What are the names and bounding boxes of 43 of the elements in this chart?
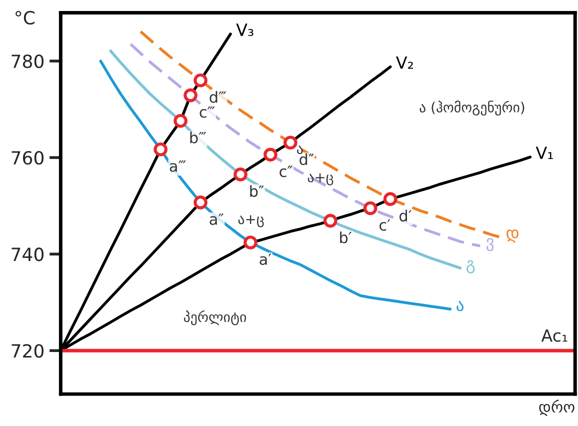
point [383, 192, 398, 206]
data-label: a′ [260, 254, 272, 265]
point [194, 196, 208, 210]
data-label: d′ [399, 210, 412, 222]
y-tick-label: 740 [12, 248, 44, 262]
annotation: ა [297, 146, 303, 154]
point [264, 148, 278, 162]
data-label: d″ [300, 153, 314, 166]
point [194, 73, 208, 88]
series-label: V₂ [396, 56, 413, 69]
point [323, 214, 338, 228]
data-label: a″ [210, 214, 224, 225]
annotation: ა+ც [308, 173, 334, 186]
y-tick-label: 760 [12, 151, 44, 165]
point [154, 142, 168, 156]
series-label: V₁ [536, 146, 553, 159]
data-label: b″ [250, 185, 264, 197]
series-label: გ [466, 260, 475, 274]
data-label: c′ [380, 219, 390, 231]
y-tick-label: 720 [12, 344, 44, 358]
point [284, 136, 298, 150]
series-label: ვ [486, 238, 494, 252]
data-label: c″ [280, 166, 293, 178]
annotation: ა (ჰომოგენური) [420, 100, 524, 116]
ref-line-label: Ac₁ [541, 329, 568, 342]
annotation: ა+ც [238, 215, 264, 228]
x-axis-title: დრო [539, 400, 574, 416]
point [244, 236, 258, 250]
point [184, 88, 198, 102]
data-label: a‴ [170, 160, 186, 172]
point [174, 114, 188, 128]
annotation: პერლიტი [184, 310, 246, 326]
series-label: V₃ [236, 24, 254, 36]
y-axis-title: °C [16, 10, 35, 25]
series-label: ა [456, 301, 464, 312]
data-label: c‴ [200, 106, 215, 118]
point [363, 201, 378, 216]
series-label: დ [506, 230, 518, 242]
point [234, 168, 248, 182]
y-tick-label: 780 [12, 54, 44, 68]
data-label: d‴ [210, 91, 226, 103]
data-label: b′ [340, 231, 352, 244]
data-label: b‴ [190, 132, 206, 144]
